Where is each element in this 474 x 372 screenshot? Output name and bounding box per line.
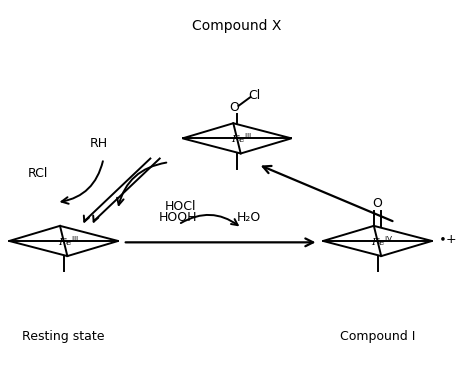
FancyArrowPatch shape xyxy=(62,161,103,204)
Text: $\bullet$+: $\bullet$+ xyxy=(438,233,457,246)
Text: Compound I: Compound I xyxy=(340,330,415,343)
Text: Resting state: Resting state xyxy=(22,330,105,343)
FancyArrowPatch shape xyxy=(117,163,166,205)
FancyArrowPatch shape xyxy=(181,215,238,225)
Text: O: O xyxy=(373,198,383,210)
Text: RCl: RCl xyxy=(27,167,48,180)
Text: O: O xyxy=(229,101,239,114)
Text: Fe$^{\rm III}$: Fe$^{\rm III}$ xyxy=(231,131,252,145)
Text: HOOH: HOOH xyxy=(159,211,198,224)
Text: HOCl: HOCl xyxy=(164,200,196,213)
Text: Fe$^{\rm III}$: Fe$^{\rm III}$ xyxy=(58,234,79,248)
Text: Fe$^{\rm IV}$: Fe$^{\rm IV}$ xyxy=(371,234,393,248)
Text: Cl: Cl xyxy=(248,89,261,102)
Text: H₂O: H₂O xyxy=(237,211,261,224)
Text: Compound X: Compound X xyxy=(192,19,282,33)
Text: RH: RH xyxy=(90,137,108,150)
